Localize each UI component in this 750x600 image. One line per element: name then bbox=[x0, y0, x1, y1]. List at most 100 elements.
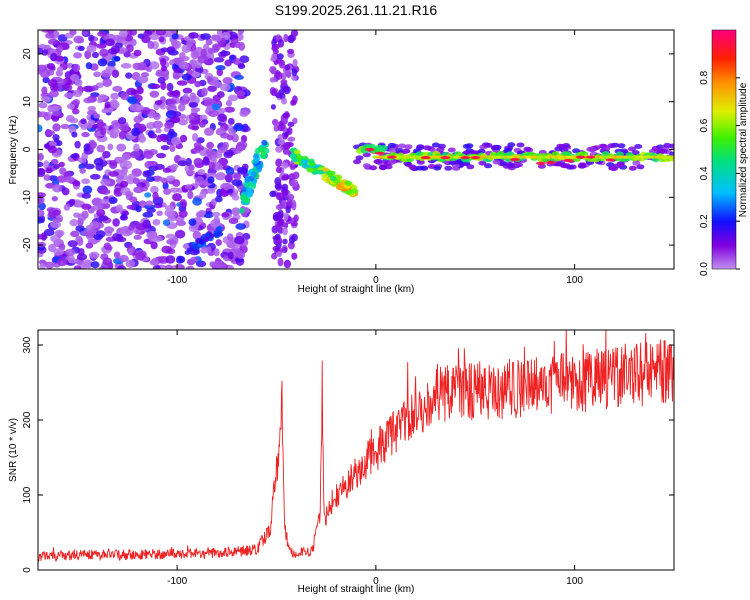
heatmap-cell bbox=[50, 52, 58, 62]
heatmap-cell bbox=[50, 221, 62, 229]
heatmap-cell bbox=[562, 143, 571, 148]
heatmap-cell bbox=[113, 251, 121, 259]
heatmap-cell bbox=[215, 226, 222, 232]
heatmap-cell bbox=[281, 183, 289, 191]
heatmap-cell bbox=[282, 226, 288, 236]
heatmap-cell bbox=[221, 212, 230, 218]
heatmap-cell bbox=[75, 235, 83, 243]
heatmap-cell bbox=[190, 256, 199, 263]
heatmap-cell bbox=[193, 142, 202, 149]
heatmap-cell bbox=[38, 209, 45, 217]
heatmap-cell bbox=[108, 170, 120, 177]
heatmap-cell bbox=[129, 196, 138, 203]
heatmap-cell bbox=[554, 146, 563, 152]
heatmap-cell bbox=[191, 124, 200, 131]
spectrogram-xtick-label: 0 bbox=[373, 275, 379, 286]
heatmap-cell bbox=[190, 50, 199, 60]
heatmap-cell bbox=[39, 214, 46, 224]
heatmap-cell bbox=[149, 133, 158, 139]
heatmap-cell bbox=[219, 189, 230, 197]
heatmap-cell bbox=[195, 176, 204, 183]
heatmap-cell bbox=[616, 162, 625, 168]
heatmap-cell bbox=[155, 71, 165, 77]
heatmap-cell bbox=[161, 135, 169, 143]
heatmap-cell bbox=[199, 239, 205, 245]
heatmap-cell bbox=[231, 38, 239, 44]
heatmap-cell bbox=[271, 38, 277, 48]
heatmap-cell bbox=[143, 150, 154, 160]
heatmap-cell bbox=[565, 159, 572, 162]
heatmap-cell bbox=[668, 143, 674, 149]
heatmap-cell bbox=[83, 143, 91, 152]
heatmap-cell bbox=[145, 200, 154, 207]
heatmap-cell bbox=[204, 99, 215, 108]
heatmap-cell bbox=[335, 174, 342, 180]
heatmap-cell bbox=[72, 63, 81, 73]
heatmap-cell bbox=[172, 179, 181, 187]
heatmap-cell bbox=[462, 156, 469, 159]
heatmap-cell bbox=[117, 47, 128, 54]
heatmap-cell bbox=[150, 83, 161, 90]
heatmap-cell bbox=[58, 161, 65, 168]
heatmap-cell bbox=[293, 149, 301, 155]
heatmap-cell bbox=[142, 219, 151, 229]
heatmap-cell bbox=[38, 124, 43, 133]
heatmap-cell bbox=[197, 169, 206, 176]
heatmap-cell bbox=[73, 265, 82, 269]
heatmap-cell bbox=[512, 158, 518, 161]
heatmap-cell bbox=[102, 78, 113, 87]
heatmap-cell bbox=[158, 36, 165, 43]
heatmap-cell bbox=[49, 90, 59, 98]
heatmap-cell bbox=[69, 219, 79, 227]
heatmap-cell bbox=[97, 31, 107, 37]
heatmap-cell bbox=[109, 128, 120, 135]
heatmap-cell bbox=[100, 127, 107, 136]
heatmap-cell bbox=[208, 162, 216, 170]
heatmap-cell bbox=[110, 92, 119, 100]
heatmap-cell bbox=[316, 169, 324, 175]
heatmap-cell bbox=[160, 65, 167, 72]
heatmap-cell bbox=[64, 92, 74, 99]
heatmap-cell bbox=[602, 146, 611, 151]
heatmap-cell bbox=[353, 159, 362, 165]
heatmap-cell bbox=[175, 255, 184, 264]
heatmap-cell bbox=[81, 203, 92, 210]
heatmap-cell bbox=[56, 257, 68, 267]
heatmap-cell bbox=[117, 117, 127, 125]
spectrogram-ytick-label: -10 bbox=[22, 190, 33, 205]
heatmap-cell bbox=[238, 207, 245, 214]
heatmap-cell bbox=[275, 166, 282, 174]
heatmap-cell bbox=[77, 45, 85, 51]
heatmap-cell bbox=[118, 130, 126, 140]
heatmap-cell bbox=[631, 150, 640, 156]
heatmap-cell bbox=[127, 96, 138, 105]
heatmap-cell bbox=[608, 165, 617, 171]
heatmap-cell bbox=[329, 176, 337, 181]
heatmap-cell bbox=[143, 30, 153, 37]
heatmap-cell bbox=[186, 40, 193, 48]
heatmap-cell bbox=[200, 246, 209, 254]
heatmap-cell bbox=[178, 118, 188, 126]
heatmap-cell bbox=[234, 236, 245, 245]
heatmap-cell bbox=[146, 176, 155, 183]
heatmap-cell bbox=[433, 165, 442, 171]
heatmap-cell bbox=[281, 188, 289, 196]
heatmap-cell bbox=[126, 44, 134, 53]
heatmap-cell bbox=[64, 248, 76, 256]
heatmap-cell bbox=[222, 182, 233, 191]
heatmap-cell bbox=[87, 105, 97, 112]
heatmap-cell bbox=[227, 251, 234, 260]
heatmap-cell bbox=[138, 133, 145, 139]
colorbar-tick-label: 0.4 bbox=[699, 166, 710, 180]
heatmap-cell bbox=[466, 164, 475, 170]
heatmap-cell bbox=[523, 146, 532, 152]
heatmap-cell bbox=[291, 233, 298, 242]
heatmap-cell bbox=[282, 112, 291, 119]
heatmap-cell bbox=[283, 33, 289, 43]
heatmap-cell bbox=[344, 180, 352, 186]
heatmap-cell bbox=[38, 202, 46, 211]
heatmap-cell bbox=[292, 58, 298, 68]
heatmap-cell bbox=[117, 265, 126, 269]
heatmap-cell bbox=[102, 257, 113, 267]
